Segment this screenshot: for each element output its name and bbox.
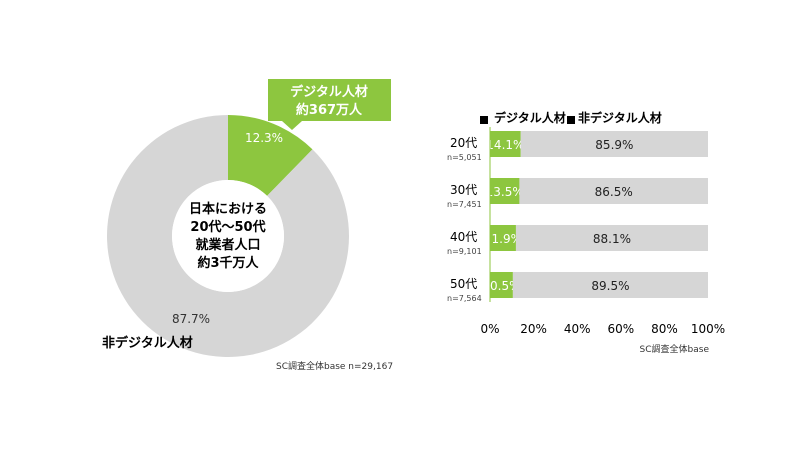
- bar-label-non-digital: 88.1%: [593, 232, 631, 246]
- donut-hole: [172, 180, 284, 292]
- bar-label-digital: 13.5%: [486, 185, 524, 199]
- donut-footnote: SC調査全体base n=29,167: [276, 360, 393, 372]
- callout-line-1: デジタル人材: [290, 84, 368, 100]
- bar-label-non-digital: 86.5%: [595, 185, 633, 199]
- bar-label-digital: 14.1%: [486, 138, 524, 152]
- bar-row: 30代 n=7,451 13.5% 86.5%: [447, 178, 708, 209]
- bar-segment-digital: [490, 272, 513, 298]
- center-label-line-3: 就業者人口: [195, 237, 260, 253]
- slice-label-non-digital: 87.7%: [172, 312, 210, 326]
- category-n-label: n=7,451: [447, 200, 482, 209]
- donut-slices: [107, 115, 349, 357]
- x-tick-label: 80%: [651, 322, 678, 336]
- x-tick-label: 0%: [480, 322, 499, 336]
- slice-non-digital: [107, 115, 349, 357]
- slice-digital: [228, 115, 313, 196]
- category-label: 30代: [450, 183, 477, 197]
- center-label-line-2: 20代～50代: [190, 219, 265, 235]
- x-axis-ticks: 0% 20% 40% 60% 80% 100%: [480, 127, 725, 336]
- bar-label-digital: 10.5%: [482, 279, 520, 293]
- bar-segment-non-digital: [515, 225, 708, 251]
- legend-non-digital: 非デジタル人材: [578, 110, 662, 125]
- center-label-line-4: 約3千万人: [197, 255, 259, 271]
- category-label: 50代: [450, 277, 477, 291]
- bar-segment-digital: [490, 131, 521, 157]
- bar-segment-non-digital: [519, 178, 708, 204]
- category-label: 40代: [450, 230, 477, 244]
- bar-label-non-digital: 85.9%: [595, 138, 633, 152]
- bar-segment-non-digital: [512, 272, 708, 298]
- category-label: 20代: [450, 136, 477, 150]
- bar-segment-digital: [490, 225, 516, 251]
- bar-row: 20代 n=5,051 14.1% 85.9%: [447, 131, 708, 162]
- bar-rows: 20代 n=5,051 14.1% 85.9% 30代 n=7,451 13.5% 86.5%…: [447, 131, 708, 303]
- legend-digital: デジタル人材: [494, 110, 566, 125]
- bar-label-digital: 11.9%: [484, 232, 522, 246]
- bar-segment-non-digital: [520, 131, 708, 157]
- x-tick-label: 40%: [564, 322, 591, 336]
- bar-segment-digital: [490, 178, 520, 204]
- category-n-label: n=5,051: [447, 153, 482, 162]
- category-n-label: n=7,564: [447, 294, 482, 303]
- outside-label-non-digital: 非デジタル人材: [102, 335, 193, 351]
- legend-marker-non-digital: [567, 116, 575, 124]
- donut-chart: 日本における 20代～50代 就業者人口 約3千万人 12.3% 87.7% デ…: [102, 79, 393, 372]
- bar-label-non-digital: 89.5%: [591, 279, 629, 293]
- x-tick-label: 100%: [691, 322, 725, 336]
- callout-line-2: 約367万人: [296, 102, 363, 118]
- callout-box: [268, 79, 391, 130]
- stacked-bar-chart: デジタル人材 非デジタル人材 20代 n=5,051 14.1% 85.9% 30代 n=…: [447, 110, 725, 355]
- center-label-line-1: 日本における: [189, 201, 267, 217]
- legend-marker-digital: [480, 116, 488, 124]
- x-tick-label: 20%: [520, 322, 547, 336]
- slice-label-digital: 12.3%: [245, 131, 283, 145]
- bar-footnote: SC調査全体base: [640, 343, 710, 355]
- category-n-label: n=9,101: [447, 247, 482, 256]
- x-tick-label: 60%: [607, 322, 634, 336]
